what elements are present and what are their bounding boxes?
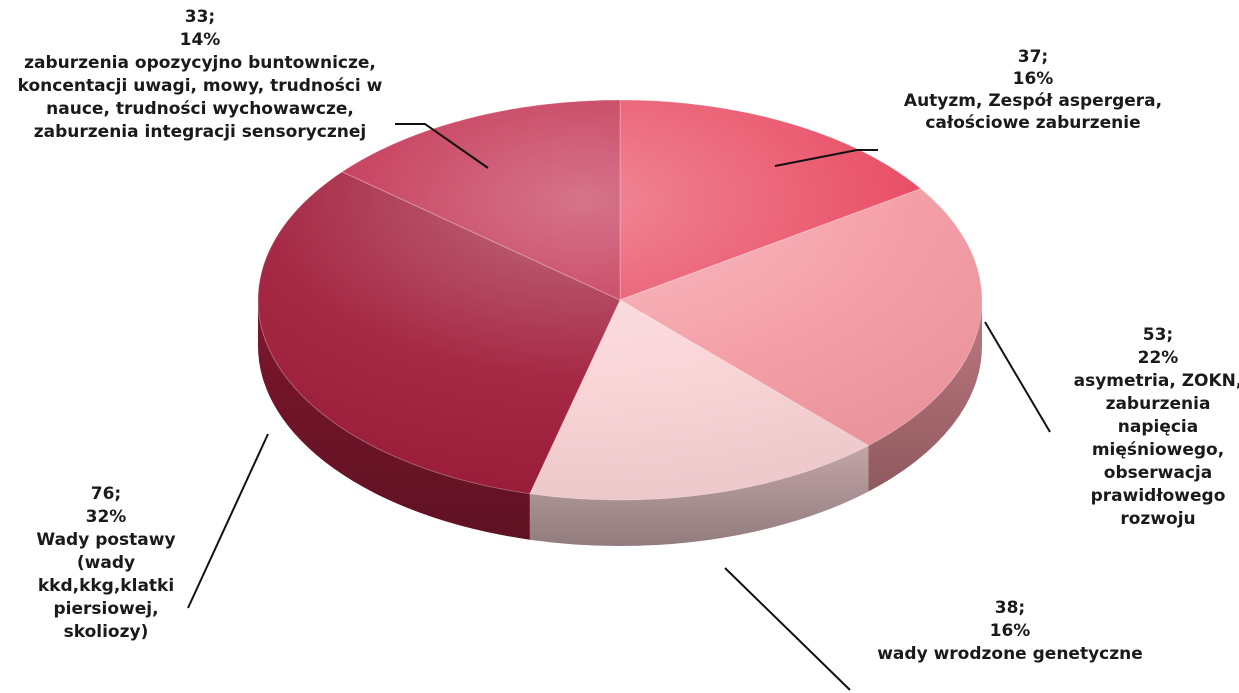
pie-slice-side-shade: [258, 300, 530, 540]
data-label-category: piersiowej,: [53, 599, 158, 619]
data-label-category: Wady postawy: [36, 530, 175, 550]
leader-line: [984, 321, 1051, 433]
pie-sides: [258, 300, 982, 546]
data-label-category: koncentacji uwagi, mowy, trudności w: [18, 76, 383, 96]
data-label-category: obserwacja: [1104, 463, 1212, 483]
data-label-category: nauce, trudności wychowawcze,: [46, 99, 354, 119]
data-label-category: prawidłowego: [1091, 486, 1226, 506]
data-label-category: całościowe zaburzenie: [925, 113, 1140, 133]
data-labels: 37; 16% Autyzm, Zespół aspergera, całościow…: [18, 7, 1239, 664]
data-label-percent: 22%: [1138, 348, 1179, 368]
data-label: 38; 16% wady wrodzone genetyczne: [877, 598, 1143, 664]
data-label-value: 53;: [1143, 325, 1173, 345]
data-label-value: 38;: [995, 598, 1025, 618]
data-label-category: zaburzenia integracji sensorycznej: [34, 122, 366, 142]
leader-line: [395, 123, 489, 169]
data-label-category: zaburzenia: [1106, 394, 1211, 414]
data-label-category: asymetria, ZOKN,: [1074, 371, 1239, 391]
data-label: 37; 16% Autyzm, Zespół aspergera, całościow…: [904, 47, 1162, 133]
data-label-value: 33;: [185, 7, 215, 27]
leader-line: [774, 149, 878, 167]
data-label-category: kkd,kkg,klatki: [38, 576, 174, 596]
data-label-category: wady wrodzone genetyczne: [877, 644, 1143, 664]
leader-line: [187, 433, 269, 609]
data-label-value: 76;: [91, 484, 121, 504]
pie-tops: [257, 99, 983, 501]
data-label-category: (wady: [77, 553, 135, 573]
data-label-category: rozwoju: [1120, 509, 1195, 529]
data-label: 53; 22% asymetria, ZOKN, zaburzenia napięcia…: [1074, 325, 1239, 529]
data-label: 76; 32% Wady postawy (wady kkd,kkg,klatki pie…: [36, 484, 175, 642]
leader-lines: [187, 123, 1051, 691]
data-label-category: zaburzenia opozycyjno buntownicze,: [24, 53, 376, 73]
data-label-category: napięcia: [1118, 417, 1198, 437]
data-label-percent: 16%: [1013, 69, 1054, 89]
data-label-percent: 14%: [180, 30, 221, 50]
data-label-category: skoliozy): [64, 622, 149, 642]
data-label-value: 37;: [1018, 47, 1048, 67]
leader-line: [724, 567, 851, 691]
data-label-percent: 16%: [990, 621, 1031, 641]
data-label-category: mięśniowego,: [1092, 440, 1224, 460]
pie-slice-side-shade: [529, 445, 869, 546]
pie-slice-side-shade: [868, 300, 982, 492]
data-label-category: Autyzm, Zespół aspergera,: [904, 91, 1162, 111]
data-label-percent: 32%: [86, 507, 127, 527]
data-label: 33; 14% zaburzenia opozycyjno buntownicze,…: [18, 7, 383, 142]
pie-gloss: [258, 100, 982, 500]
